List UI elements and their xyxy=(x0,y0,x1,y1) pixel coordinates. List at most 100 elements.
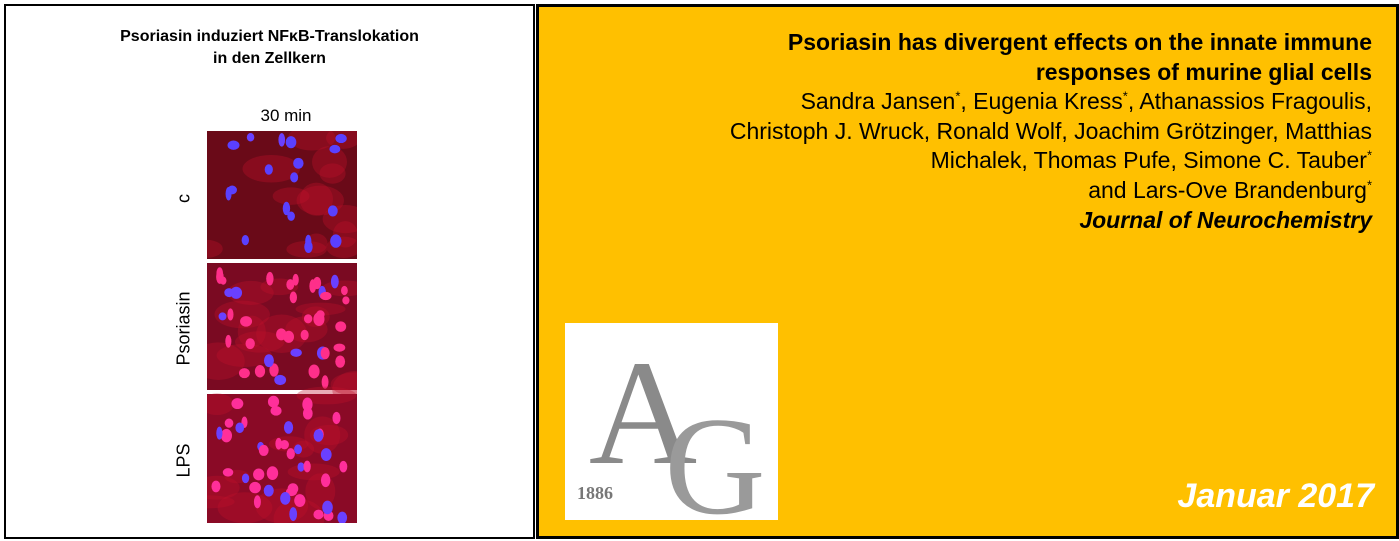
cell-body xyxy=(320,163,346,183)
nucleus xyxy=(264,485,274,497)
nucleus xyxy=(242,473,249,483)
nucleus xyxy=(283,331,294,343)
nucleus xyxy=(216,427,222,440)
nucleus xyxy=(287,448,295,459)
author-line: Sandra Jansen*, Eugenia Kress*, Athanass… xyxy=(801,88,1372,115)
nucleus xyxy=(332,412,340,424)
nucleus xyxy=(321,473,330,487)
nucleus xyxy=(254,495,261,508)
nucleus xyxy=(329,145,340,153)
paper-title: Psoriasin has divergent effects on the i… xyxy=(788,29,1372,56)
nucleus xyxy=(335,134,346,143)
nucleus xyxy=(322,501,333,515)
nucleus xyxy=(314,429,324,442)
nucleus xyxy=(216,267,223,279)
nucleus xyxy=(267,466,278,480)
date: Januar 2017 xyxy=(1177,477,1374,516)
nucleus xyxy=(286,279,294,290)
logo-g: G xyxy=(664,389,765,520)
body: Psoriasin induziert NFκB-Translokation i… xyxy=(0,0,1399,541)
nucleus xyxy=(313,510,323,520)
nucleus xyxy=(330,234,341,247)
nucleus xyxy=(290,172,298,182)
nucleus xyxy=(242,235,249,245)
author-line: and Lars-Ove Brandenburg* xyxy=(1088,177,1372,204)
nucleus xyxy=(246,338,255,349)
figure-title: Psoriasin induziert NFκB-Translokation xyxy=(6,28,533,46)
nucleus xyxy=(235,423,244,434)
author-line: Michalek, Thomas Pufe, Simone C. Tauber* xyxy=(931,147,1372,174)
figure-title: in den Zellkern xyxy=(6,50,533,68)
logo: A G 1886 xyxy=(565,323,778,520)
nucleus xyxy=(253,469,264,481)
nucleus xyxy=(342,296,349,304)
nucleus xyxy=(287,211,295,220)
cell-body xyxy=(273,187,310,204)
author-text: and Lars-Ove Brandenburg xyxy=(1088,177,1367,203)
nucleus xyxy=(309,279,316,293)
nucleus xyxy=(286,136,297,148)
nucleus xyxy=(335,321,346,332)
nucleus xyxy=(268,396,279,408)
nucleus xyxy=(294,494,305,507)
nucleus xyxy=(309,365,320,379)
nucleus xyxy=(321,347,330,359)
nucleus xyxy=(320,292,331,300)
nucleus xyxy=(334,344,346,352)
nucleus xyxy=(313,312,324,326)
nucleus xyxy=(339,461,347,473)
nucleus xyxy=(228,141,240,150)
page: {"figure":{"title_lines":["Psoriasin ind… xyxy=(0,0,1399,541)
nucleus xyxy=(289,507,297,521)
nucleus xyxy=(284,421,293,434)
nucleus xyxy=(249,482,261,493)
nucleus xyxy=(265,164,273,175)
author-line: Christoph J. Wruck, Ronald Wolf, Joachim… xyxy=(730,118,1372,145)
nucleus xyxy=(225,419,234,428)
nucleus xyxy=(230,287,242,299)
nucleus xyxy=(264,354,274,367)
nucleus xyxy=(304,461,311,473)
nucleus xyxy=(298,462,305,471)
figure-panel: Psoriasin induziert NFκB-Translokation i… xyxy=(4,4,535,539)
nucleus xyxy=(335,355,345,367)
author-text: Christoph J. Wruck, Ronald Wolf, Joachim… xyxy=(730,118,1372,144)
nucleus xyxy=(290,349,301,357)
logo-graphic: A G 1886 xyxy=(565,323,778,520)
nucleus xyxy=(226,187,232,200)
nucleus xyxy=(227,308,233,320)
nucleus xyxy=(223,468,233,477)
author-text: Michalek, Thomas Pufe, Simone C. Tauber xyxy=(931,147,1367,173)
micrographs xyxy=(207,131,357,523)
author-text: , Athanassios Fragoulis, xyxy=(1128,88,1372,114)
author-text: , Eugenia Kress xyxy=(960,88,1122,114)
nucleus xyxy=(280,492,290,505)
time-label: 30 min xyxy=(206,106,366,126)
nucleus xyxy=(278,133,285,147)
nucleus xyxy=(321,448,332,461)
journal: Journal of Neurochemistry xyxy=(1079,207,1372,234)
nucleus xyxy=(328,205,338,216)
nucleus xyxy=(301,330,309,340)
logo-year: 1886 xyxy=(577,483,613,503)
nucleus xyxy=(247,133,254,141)
author-mark: * xyxy=(1367,147,1372,162)
panel-label: LPS xyxy=(174,396,195,526)
nucleus xyxy=(266,272,273,286)
nucleus xyxy=(302,397,312,411)
nucleus xyxy=(293,158,303,169)
nucleus xyxy=(219,312,227,320)
nucleus xyxy=(221,429,232,442)
paper-panel: Psoriasin has divergent effects on the i… xyxy=(536,4,1399,539)
author-text: Sandra Jansen xyxy=(801,88,956,114)
nucleus xyxy=(294,444,302,454)
nucleus xyxy=(304,314,312,323)
nucleus xyxy=(211,481,220,493)
nucleus xyxy=(240,316,252,327)
nucleus xyxy=(255,365,265,377)
nucleus xyxy=(239,368,250,378)
nucleus xyxy=(225,335,231,348)
nucleus xyxy=(331,275,339,289)
paper-title: responses of murine glial cells xyxy=(1036,59,1372,86)
nucleus xyxy=(274,375,286,385)
